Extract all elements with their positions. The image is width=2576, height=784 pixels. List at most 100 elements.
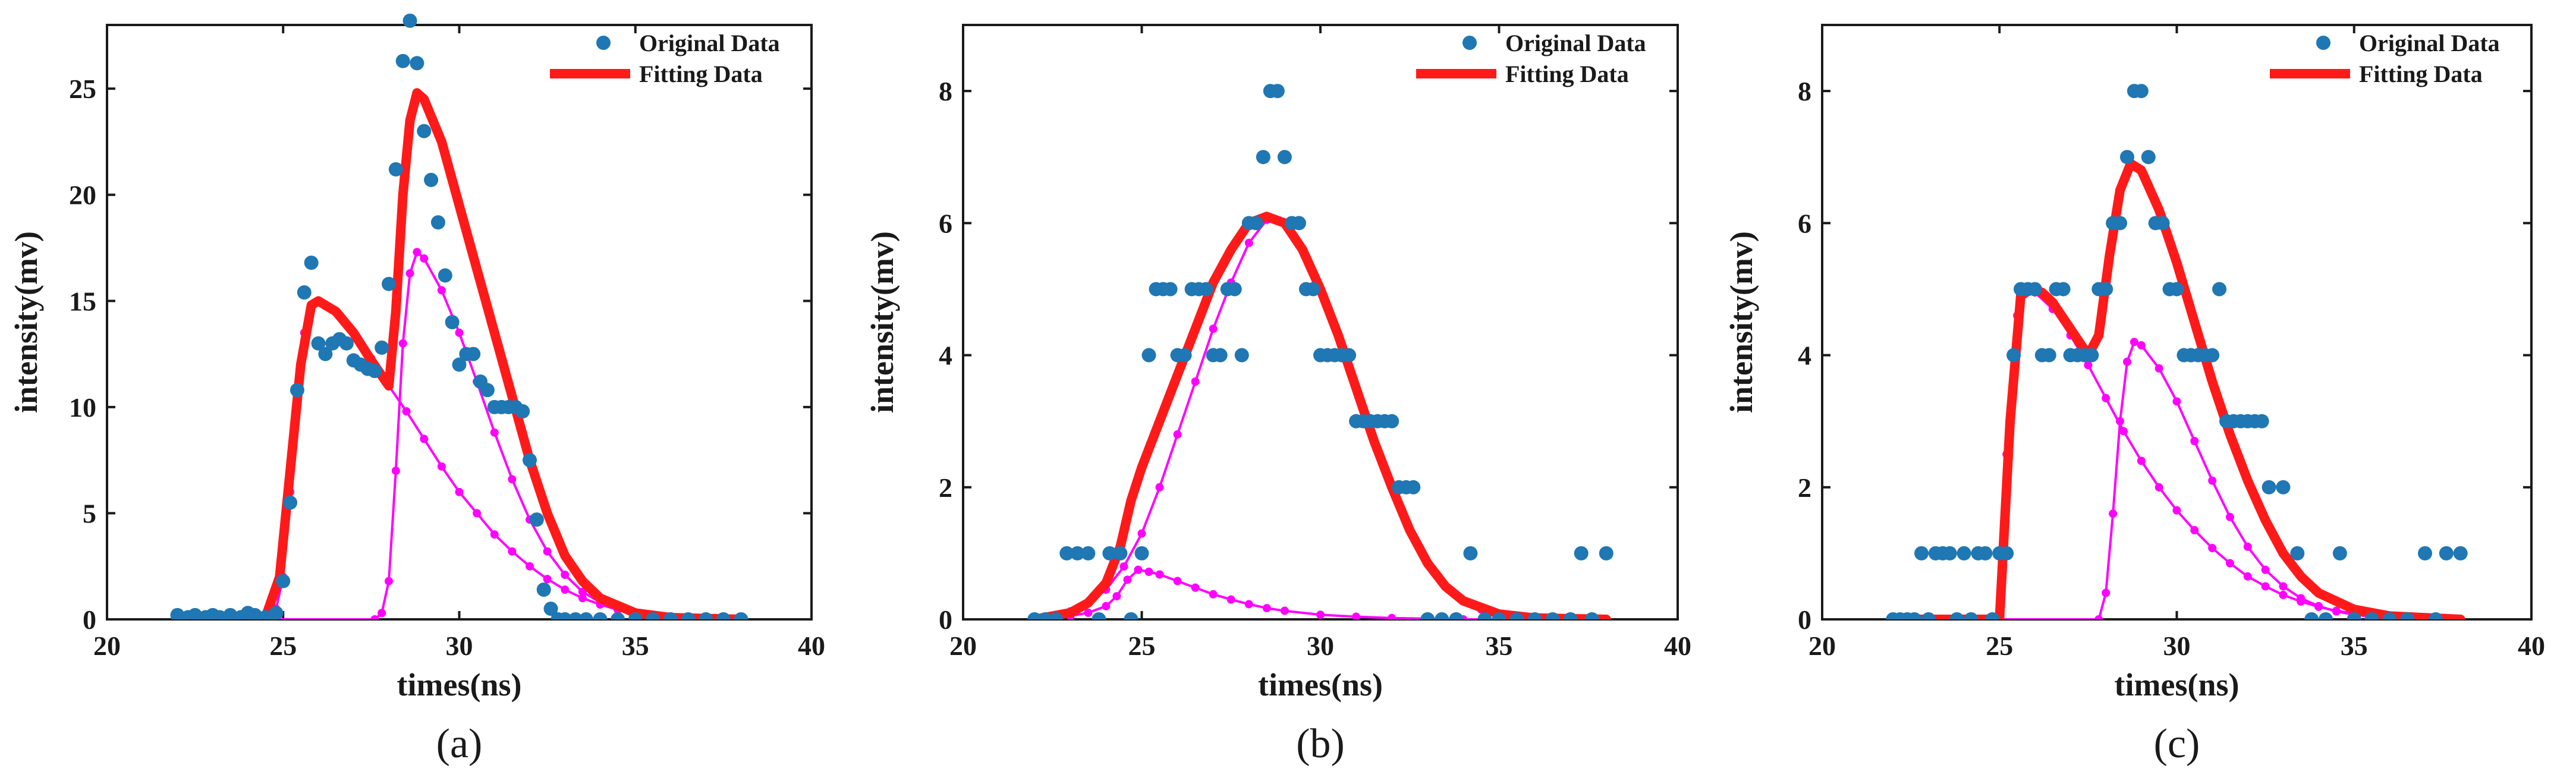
original-data-point	[1256, 150, 1270, 165]
x-tick-label: 20	[93, 631, 121, 661]
component-1-point	[1388, 613, 1396, 619]
original-data-point	[2290, 546, 2305, 561]
component-2-point	[420, 254, 429, 263]
component-1-point	[1112, 592, 1121, 601]
original-data-point	[1999, 546, 2014, 561]
original-data-point	[395, 53, 410, 68]
component-2-point	[2314, 602, 2323, 610]
component-1-point	[2172, 506, 2181, 515]
component-1-point	[2279, 590, 2288, 599]
original-data-point	[1070, 546, 1085, 561]
component-1-point	[2119, 427, 2128, 436]
original-data-point	[382, 276, 396, 291]
component-2-point	[385, 577, 393, 585]
original-data-point	[1584, 612, 1599, 619]
panel-label: (c)	[2154, 721, 2200, 767]
component-1-line	[177, 299, 741, 619]
y-tick-label: 0	[83, 604, 96, 635]
component-2-point	[508, 475, 517, 484]
component-1-line	[1893, 287, 2461, 619]
component-1-point	[490, 530, 499, 539]
y-axis-label: intensity(mv)	[864, 231, 900, 413]
original-data-point	[430, 215, 445, 230]
component-2-point	[2116, 417, 2125, 426]
original-data-point	[1964, 612, 1979, 619]
x-tick-label: 25	[1128, 631, 1156, 661]
x-tick-label: 35	[2341, 631, 2368, 661]
original-data-point	[375, 340, 389, 355]
original-data-point	[1092, 612, 1106, 619]
original-data-point	[438, 268, 452, 283]
original-data-point	[646, 612, 660, 619]
original-data-point	[1477, 612, 1492, 619]
original-data-point	[1038, 612, 1053, 619]
original-data-point	[1914, 546, 1929, 561]
original-data-point	[290, 383, 304, 398]
component-2-point	[2243, 542, 2252, 551]
y-tick-label: 4	[939, 341, 952, 371]
original-data-point	[1985, 612, 2000, 619]
original-data-point	[1942, 546, 1957, 561]
original-data-point	[1177, 348, 1192, 363]
original-data-point	[402, 13, 417, 28]
original-data-point	[2099, 282, 2113, 297]
original-data-point	[716, 612, 731, 619]
component-1-point	[1262, 604, 1271, 613]
component-1-point	[2243, 572, 2252, 581]
component-1-point	[2190, 526, 2199, 534]
original-data-point	[276, 574, 291, 588]
component-1-point	[455, 487, 464, 496]
original-data-point	[1134, 546, 1149, 561]
original-data-point	[480, 383, 495, 398]
original-data-point	[2119, 150, 2134, 165]
original-data-point	[2027, 282, 2042, 297]
legend-original-marker	[596, 36, 611, 50]
original-data-point	[681, 612, 696, 619]
x-tick-label: 35	[622, 631, 649, 661]
original-data-point	[515, 404, 530, 418]
component-1-point	[1144, 568, 1153, 576]
original-data-point	[2113, 216, 2128, 231]
component-2-point	[391, 467, 400, 475]
component-2-point	[1137, 529, 1146, 538]
component-2-point	[2102, 588, 2111, 597]
component-1-point	[1316, 610, 1325, 619]
original-data-point	[1463, 546, 1478, 561]
original-data-point	[1102, 546, 1117, 561]
original-data-point	[558, 612, 573, 619]
component-1-point	[526, 562, 534, 571]
x-tick-label: 20	[1808, 631, 1836, 661]
original-data-point	[2453, 546, 2468, 561]
component-2-point	[543, 547, 552, 556]
original-data-point	[1113, 546, 1128, 561]
y-tick-label: 6	[1798, 208, 1811, 238]
legend-original-label: Original Data	[1505, 30, 1646, 56]
original-data-point	[2134, 84, 2149, 99]
component-2-line	[1893, 340, 2461, 619]
component-2-point	[2297, 594, 2305, 603]
component-1-point	[1102, 602, 1111, 610]
component-2-point	[2137, 341, 2146, 350]
original-data-point	[2141, 150, 2156, 165]
original-data-point	[543, 602, 558, 616]
component-2-point	[2094, 615, 2103, 619]
original-data-point	[2332, 546, 2347, 561]
original-data-point	[304, 256, 319, 270]
original-data-point	[593, 612, 608, 619]
panel-label: (b)	[1296, 721, 1345, 767]
component-1-point	[561, 585, 570, 594]
original-data-point	[568, 612, 583, 619]
component-1-point	[1244, 600, 1253, 609]
original-data-point	[1342, 348, 1357, 363]
legend-fitting-label: Fitting Data	[1505, 61, 1629, 87]
component-2-point	[398, 339, 407, 348]
component-2-point	[437, 286, 446, 295]
original-data-point	[367, 364, 382, 379]
original-data-point	[452, 357, 467, 372]
x-axis-label: times(ns)	[2115, 667, 2240, 703]
legend-original-label: Original Data	[639, 30, 780, 56]
original-data-point	[1027, 612, 1042, 619]
original-data-point	[1492, 612, 1506, 619]
component-2-point	[2261, 565, 2270, 574]
fitting-data-line	[1030, 212, 1611, 619]
